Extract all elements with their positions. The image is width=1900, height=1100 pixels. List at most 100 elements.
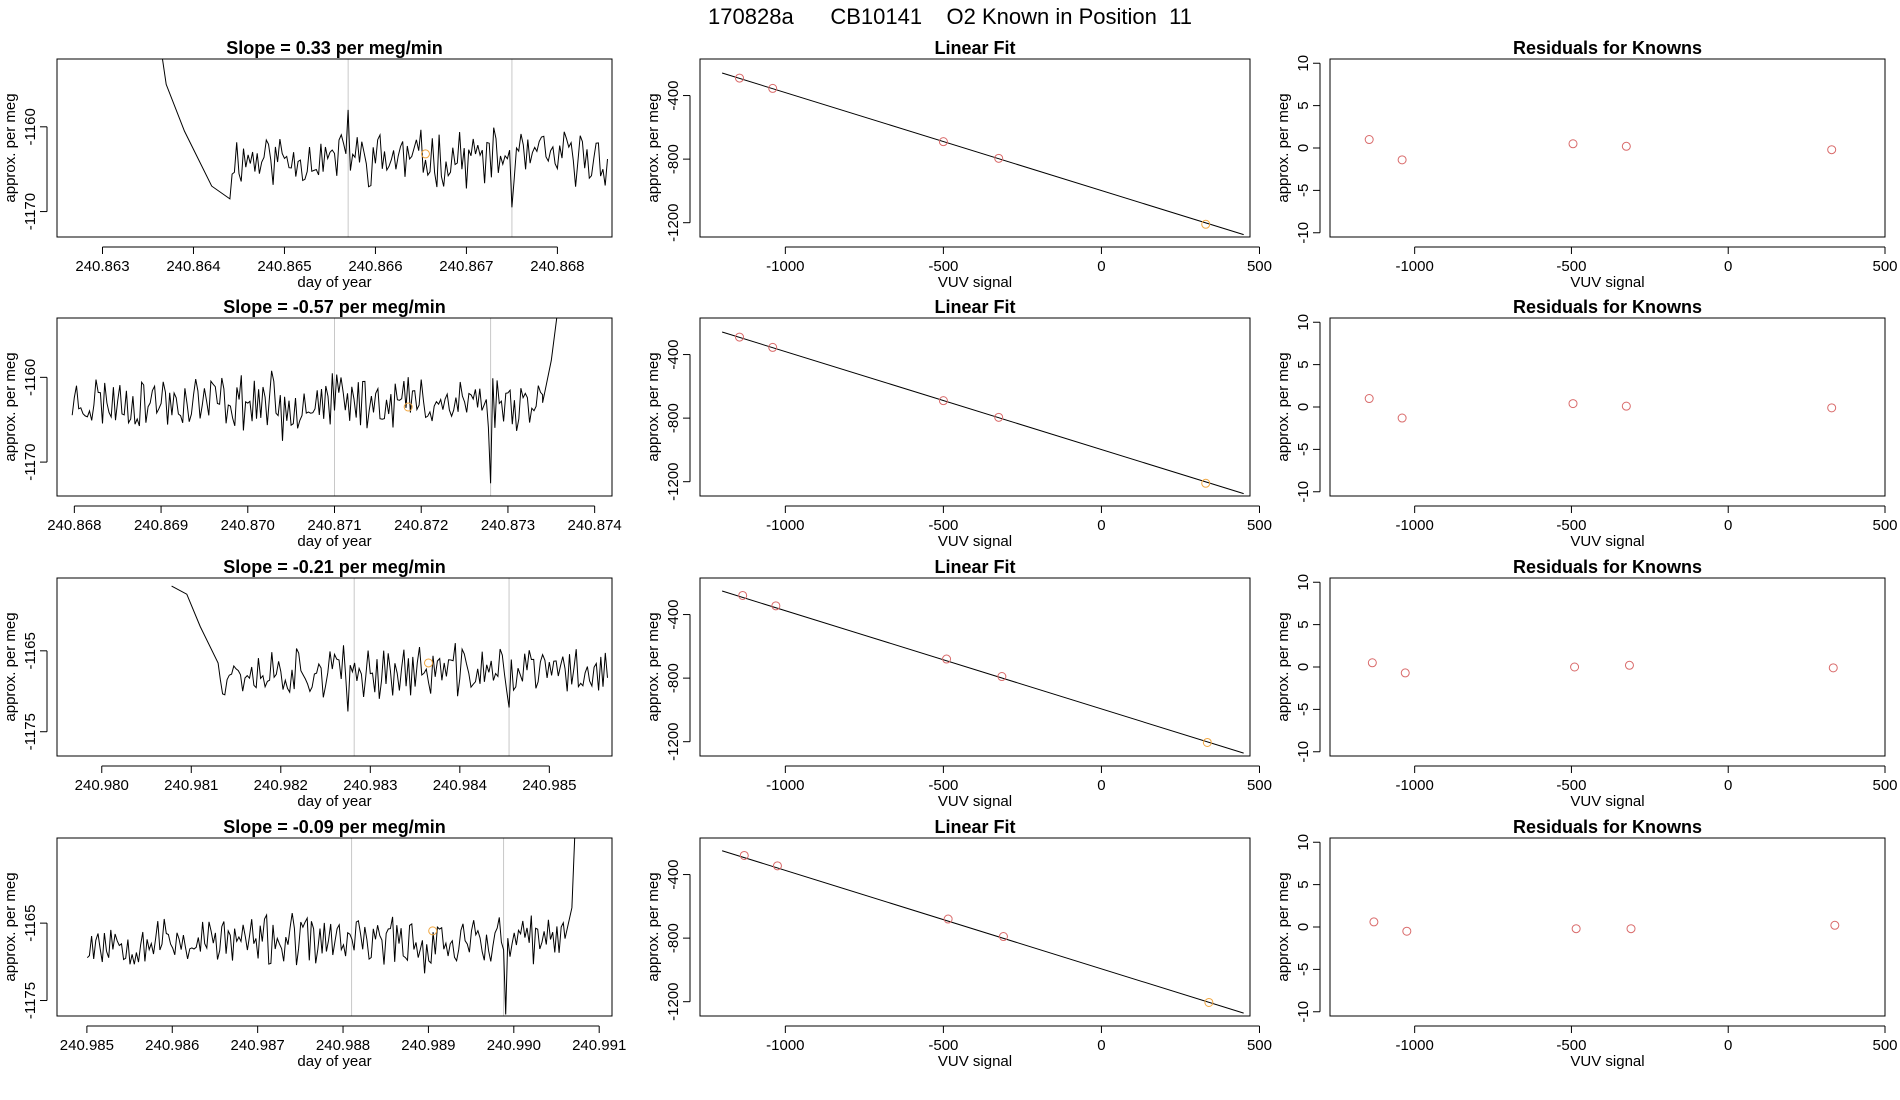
y-tick-label: 5 [1295,360,1312,368]
y-tick-label: -1200 [665,723,682,761]
y-tick-label: -1165 [22,904,39,941]
data-point [1369,917,1379,927]
panel-2-1: Slope = -0.57 per meg/min 240.868 240.869 2… [2,297,622,550]
x-axis-label: VUV signal [1570,1053,1644,1070]
y-tick-label: 0 [1295,663,1312,671]
panel-4-1: Slope = -0.09 per meg/min 240.985 240.986 2… [2,817,626,1070]
data-series-line [71,318,558,484]
x-tick-label: 500 [1247,517,1272,534]
x-tick-label: 0 [1724,1037,1732,1054]
data-point [1364,135,1374,145]
y-tick-label: -1160 [22,108,39,145]
x-tick-label: -500 [928,777,958,794]
highlight-point [403,402,413,412]
x-tick-label: -500 [1556,1037,1586,1054]
data-point [1367,658,1377,668]
y-tick-label: 0 [1295,403,1312,411]
plot-area [721,331,1244,495]
data-point [998,932,1008,942]
y-axis-label: approx. per meg [1275,352,1292,461]
y-tick-label: -1170 [22,443,39,480]
data-point [1624,660,1634,670]
x-tick-label: -1000 [766,777,804,794]
highlight-point [1201,219,1211,229]
y-axis-label: approx. per meg [2,612,19,721]
x-tick-label: 240.980 [75,777,129,794]
x-tick-label: -1000 [1395,1037,1433,1054]
data-point [771,601,781,611]
x-tick-label: 0 [1097,258,1105,275]
y-tick-label: -1175 [22,982,39,1019]
x-axis-label: VUV signal [1570,793,1644,810]
x-tick-label: -500 [1556,777,1586,794]
data-point [938,137,948,147]
x-tick-label: 500 [1247,777,1272,794]
y-tick-label: 0 [1295,923,1312,931]
y-tick-label: -5 [1295,184,1312,197]
data-point [1568,139,1578,149]
panel-4-3: Residuals for Knowns -1000 -500 0 500 VUV sig… [1275,817,1898,1070]
x-tick-label: 240.981 [164,777,218,794]
x-axis-label: day of year [297,1053,371,1070]
panel-title: Residuals for Knowns [1513,557,1702,577]
x-tick-label: 240.988 [316,1037,370,1054]
data-point [943,914,953,924]
panel-title: Slope = 0.33 per meg/min [226,38,443,58]
panel-3-1: Slope = -0.21 per meg/min 240.980 240.981 2… [2,557,613,810]
x-tick-label: 500 [1872,258,1897,275]
x-tick-label: 0 [1724,258,1732,275]
plot-frame [699,58,1251,238]
data-point [1402,926,1412,936]
x-axis-label: VUV signal [1570,274,1644,291]
highlight-point [1202,737,1212,747]
y-axis-label: approx. per meg [1275,612,1292,721]
x-tick-label: -1000 [766,1037,804,1054]
y-tick-label: -10 [1295,481,1312,503]
plot-area [1367,658,1838,678]
plot-area [171,578,608,756]
x-tick-label: 500 [1247,1037,1272,1054]
fit-line [721,72,1244,236]
x-tick-label: 240.868 [47,517,101,534]
x-tick-label: 240.863 [75,258,129,275]
x-tick-label: 240.987 [231,1037,285,1054]
fit-line [721,331,1244,495]
x-tick-label: 240.983 [343,777,397,794]
x-tick-label: 240.868 [530,258,584,275]
x-tick-label: -1000 [1395,258,1433,275]
plot-frame [1329,317,1886,497]
x-tick-label: 240.982 [254,777,308,794]
y-tick-label: -10 [1295,741,1312,763]
x-tick-label: 0 [1724,777,1732,794]
data-series-line [171,585,608,712]
x-tick-label: 240.990 [487,1037,541,1054]
x-axis-label: VUV signal [938,793,1012,810]
x-tick-label: 240.984 [433,777,487,794]
data-point [1364,394,1374,404]
panel-title: Linear Fit [934,557,1015,577]
data-point [1827,145,1837,155]
plot-frame [56,58,613,238]
y-axis-label: approx. per meg [1275,872,1292,981]
plot-area [1369,917,1840,936]
highlight-point [428,926,438,936]
y-tick-label: -10 [1295,222,1312,244]
data-point [1621,141,1631,151]
data-point [1626,924,1636,934]
x-tick-label: 500 [1872,1037,1897,1054]
data-point [1571,924,1581,934]
y-axis-label: approx. per meg [645,93,662,202]
x-tick-label: -500 [928,258,958,275]
fit-line [721,850,1244,1014]
panel-3-2: Linear Fit -1000 -500 0 500 VUV signal -400 -80… [645,557,1272,810]
plot-frame [56,317,613,497]
y-tick-label: 5 [1295,620,1312,628]
x-tick-label: 240.986 [145,1037,199,1054]
data-point [994,153,1004,163]
data-point [739,850,749,860]
y-tick-label: -10 [1295,1001,1312,1023]
data-point [1827,403,1837,413]
y-tick-label: -5 [1295,703,1312,716]
panel-4-2: Linear Fit -1000 -500 0 500 VUV signal -400 -80… [645,817,1272,1070]
x-tick-label: 0 [1097,517,1105,534]
